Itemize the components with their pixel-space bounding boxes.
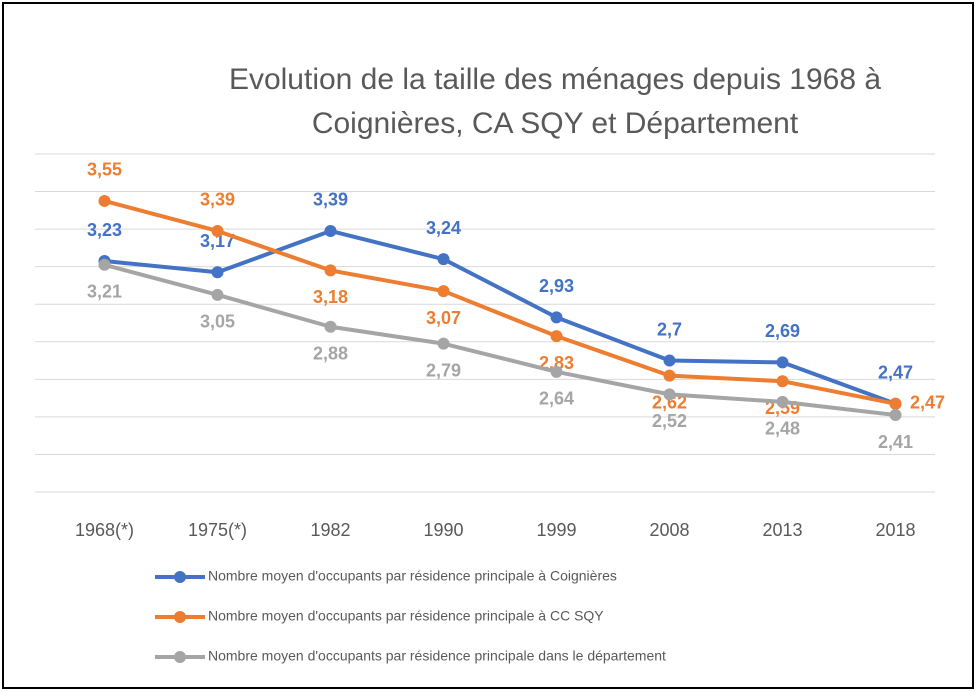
- point: [776, 356, 789, 369]
- point: [98, 194, 111, 207]
- x-tick-label: 1968(*): [75, 520, 134, 540]
- point: [663, 369, 676, 382]
- data-label: 3,39: [200, 190, 235, 210]
- legend-marker: [174, 651, 186, 663]
- data-label: 2,79: [426, 360, 461, 380]
- point: [663, 388, 676, 401]
- legend-label: Nombre moyen d'occupants par résidence p…: [208, 608, 604, 624]
- point: [324, 224, 337, 237]
- data-label: 2,88: [313, 344, 348, 364]
- point: [211, 288, 224, 301]
- data-label: 2,52: [652, 411, 687, 431]
- data-label: 2,93: [539, 276, 574, 296]
- point: [211, 266, 224, 279]
- data-label: 2,47: [878, 362, 913, 382]
- data-label: 3,18: [313, 287, 348, 307]
- point: [776, 375, 789, 388]
- point: [437, 285, 450, 298]
- data-label: 3,21: [87, 282, 122, 302]
- series-line: [104, 228, 897, 406]
- point: [98, 258, 111, 271]
- point: [663, 354, 676, 367]
- x-tick-label: 1982: [310, 520, 350, 540]
- point: [437, 337, 450, 350]
- data-label: 2,7: [657, 319, 682, 339]
- chart-title: Evolution de la taille des ménages depui…: [228, 63, 882, 140]
- legend-label: Nombre moyen d'occupants par résidence p…: [208, 568, 617, 584]
- data-label: 3,07: [426, 308, 461, 328]
- point: [437, 253, 450, 266]
- point: [889, 397, 902, 410]
- series-line: [103, 199, 896, 406]
- data-label: 3,39: [313, 190, 348, 210]
- data-label: 3,24: [426, 218, 461, 238]
- data-label: 2,64: [539, 389, 574, 409]
- point: [550, 330, 563, 343]
- data-label: 3,55: [87, 160, 122, 180]
- point: [776, 395, 789, 408]
- x-tick-label: 1999: [536, 520, 576, 540]
- legend-label: Nombre moyen d'occupants par résidence p…: [208, 648, 666, 664]
- data-label: 3,05: [200, 312, 235, 332]
- point: [324, 264, 337, 277]
- series-line: [103, 262, 896, 417]
- data-label: 3,23: [87, 220, 122, 240]
- data-label: 2,41: [878, 432, 913, 452]
- x-tick-label: 2008: [649, 520, 689, 540]
- point: [889, 409, 902, 422]
- point: [211, 224, 224, 237]
- legend-marker: [174, 571, 186, 583]
- point: [324, 320, 337, 333]
- x-tick-label: 2018: [875, 520, 915, 540]
- legend-marker: [174, 611, 186, 623]
- point: [550, 311, 563, 324]
- data-label: 2,69: [765, 321, 800, 341]
- data-label: 2,48: [765, 419, 800, 439]
- data-label: 2,62: [652, 392, 687, 412]
- x-tick-label: 2013: [762, 520, 802, 540]
- data-label: 2,47: [910, 392, 945, 412]
- x-tick-label: 1990: [423, 520, 463, 540]
- point: [550, 365, 563, 378]
- x-tick-label: 1975(*): [188, 520, 247, 540]
